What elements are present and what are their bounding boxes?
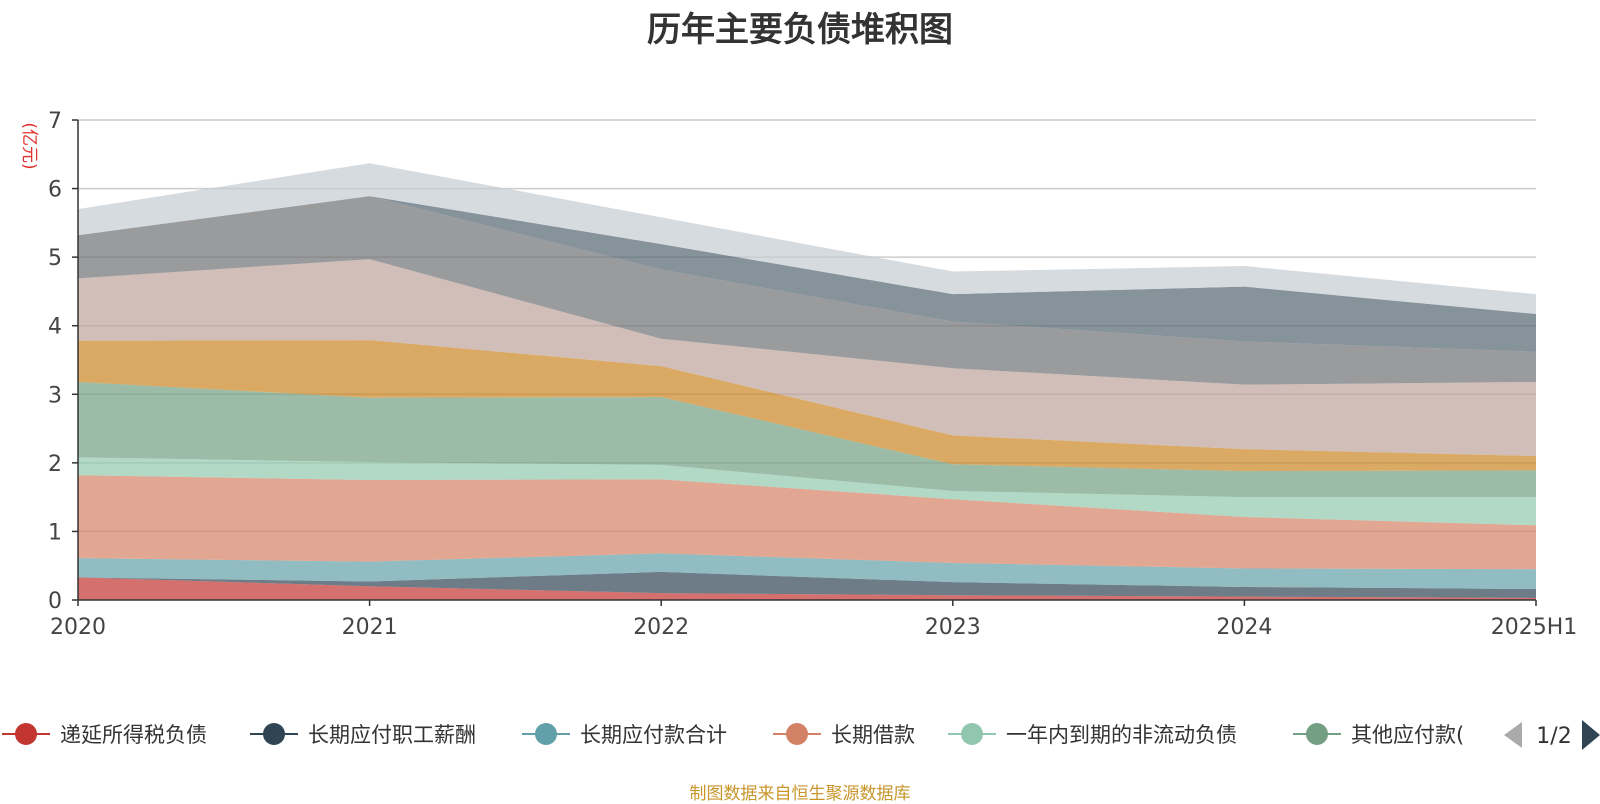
y-tick-label: 4	[48, 315, 62, 340]
stacked-areas	[78, 163, 1536, 600]
y-tick-label: 3	[48, 383, 62, 408]
legend-page-indicator: 1/2	[1536, 724, 1571, 749]
legend-marker	[961, 723, 983, 745]
x-tick-label: 2020	[50, 615, 106, 640]
legend-item[interactable]: 其他应付款(	[1293, 723, 1464, 747]
legend-item[interactable]: 长期借款	[773, 723, 915, 747]
chart-title: 历年主要负债堆积图	[0, 2, 1600, 51]
source-note: 制图数据来自恒生聚源数据库	[0, 779, 1600, 804]
legend-label: 长期借款	[831, 723, 915, 747]
legend-marker	[1306, 723, 1328, 745]
legend-label: 其他应付款(	[1351, 723, 1464, 747]
x-tick-label: 2023	[925, 615, 981, 640]
legend-label: 长期应付款合计	[580, 723, 727, 747]
legend: 递延所得税负债 长期应付职工薪酬 长期应付款合计 长期借款 一年内到期的非流动负债 其他应…	[2, 720, 1600, 750]
legend-label: 长期应付职工薪酬	[308, 723, 476, 747]
y-tick-label: 5	[48, 246, 62, 271]
legend-item[interactable]: 递延所得税负债	[2, 723, 207, 747]
x-tick-label: 2022	[633, 615, 689, 640]
legend-marker	[263, 723, 285, 745]
legend-marker	[535, 723, 557, 745]
legend-label: 递延所得税负债	[60, 723, 207, 747]
y-tick-label: 0	[48, 589, 62, 614]
x-tick-label: 2024	[1216, 615, 1272, 640]
legend-item[interactable]: 长期应付款合计	[522, 723, 727, 747]
x-tick-label: 2021	[342, 615, 398, 640]
legend-item[interactable]: 长期应付职工薪酬	[250, 723, 476, 747]
x-tick-label: 2025H1	[1491, 615, 1578, 640]
legend-prev-icon[interactable]	[1504, 722, 1522, 748]
legend-item[interactable]: 一年内到期的非流动负债	[948, 723, 1237, 747]
y-tick-label: 7	[48, 109, 62, 134]
y-axis-unit-label: (亿元)	[19, 122, 39, 169]
y-tick-label: 2	[48, 452, 62, 477]
legend-marker	[786, 723, 808, 745]
legend-next-icon[interactable]	[1582, 720, 1600, 750]
legend-label: 一年内到期的非流动负债	[1006, 723, 1237, 747]
y-tick-label: 1	[48, 520, 62, 545]
legend-marker	[15, 723, 37, 745]
y-tick-label: 6	[48, 178, 62, 203]
